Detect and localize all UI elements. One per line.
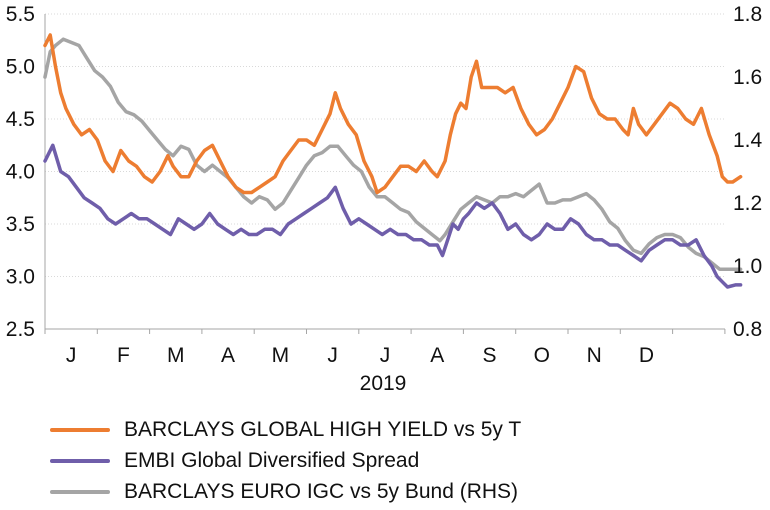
- series-line-0: [43, 33, 743, 195]
- left-axis-ticks: 5.5 5.0 4.5 4.0 3.5 3.0 2.5: [6, 3, 35, 341]
- x-tick-label: J: [380, 344, 391, 367]
- left-tick-label: 5.0: [6, 56, 35, 79]
- gridlines: [45, 13, 725, 330]
- legend-label-high-yield: BARCLAYS GLOBAL HIGH YIELD vs 5y T: [124, 417, 522, 441]
- left-tick-label: 5.5: [6, 3, 35, 26]
- right-axis-ticks: 1.8 1.6 1.4 1.2 1.0 0.8: [733, 3, 763, 341]
- right-tick-label: 1.4: [733, 129, 763, 152]
- right-tick-label: 1.6: [733, 66, 762, 89]
- x-axis-label: 2019: [360, 372, 407, 395]
- right-tick-label: 1.2: [733, 192, 762, 215]
- x-tick-label: J: [327, 344, 338, 367]
- x-tick-label: N: [587, 344, 602, 367]
- line-chart: 5.5 5.0 4.5 4.0 3.5 3.0 2.5 1.8 1.6 1.4 1.2 1.0 0.8…: [6, 3, 763, 395]
- left-tick-label: 4.5: [6, 108, 35, 131]
- series-lines: [43, 33, 743, 289]
- right-tick-label: 1.0: [733, 255, 762, 278]
- axes: [44, 14, 726, 334]
- right-tick-label: 1.8: [733, 3, 762, 26]
- x-tick-label: O: [534, 344, 550, 367]
- x-tick-label: D: [639, 344, 654, 367]
- legend-swatch-euro-igc: [50, 489, 110, 494]
- legend-item-euro-igc: BARCLAYS EURO IGC vs 5y Bund (RHS): [50, 476, 521, 507]
- x-tick-label: J: [66, 344, 77, 367]
- legend-swatch-embi: [50, 458, 110, 463]
- legend: BARCLAYS GLOBAL HIGH YIELD vs 5y T EMBI …: [50, 414, 521, 507]
- x-tick-label: M: [167, 344, 185, 367]
- legend-swatch-high-yield: [50, 427, 110, 432]
- left-tick-label: 3.0: [6, 266, 35, 289]
- series-line-1: [43, 143, 743, 289]
- legend-item-embi: EMBI Global Diversified Spread: [50, 445, 521, 476]
- legend-label-embi: EMBI Global Diversified Spread: [124, 448, 420, 472]
- x-tick-label: M: [272, 344, 290, 367]
- left-tick-label: 2.5: [6, 318, 35, 341]
- series-line-2: [43, 37, 743, 271]
- right-tick-label: 0.8: [733, 318, 762, 341]
- legend-item-high-yield: BARCLAYS GLOBAL HIGH YIELD vs 5y T: [50, 414, 521, 445]
- left-tick-label: 4.0: [6, 161, 35, 184]
- legend-label-euro-igc: BARCLAYS EURO IGC vs 5y Bund (RHS): [124, 479, 519, 503]
- x-tick-label: A: [430, 344, 444, 367]
- x-tick-label: F: [117, 344, 130, 367]
- x-tick-label: S: [483, 344, 497, 367]
- x-tick-label: A: [221, 344, 235, 367]
- left-tick-label: 3.5: [6, 213, 35, 236]
